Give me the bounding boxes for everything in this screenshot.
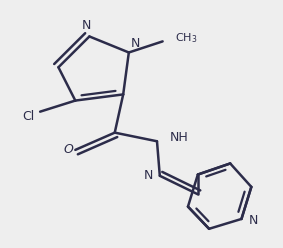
Text: Cl: Cl bbox=[23, 110, 35, 123]
Text: CH$_3$: CH$_3$ bbox=[175, 31, 198, 45]
Text: N: N bbox=[82, 19, 91, 32]
Text: NH: NH bbox=[170, 131, 188, 144]
Text: N: N bbox=[131, 37, 141, 50]
Text: N: N bbox=[248, 214, 258, 227]
Text: N: N bbox=[143, 169, 153, 182]
Text: O: O bbox=[63, 143, 73, 156]
